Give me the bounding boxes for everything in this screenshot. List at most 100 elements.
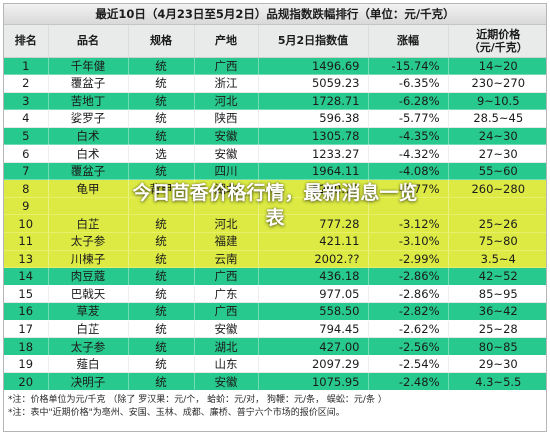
- cell-spec: 统: [128, 57, 195, 76]
- cell-recent-price: 75~80: [448, 232, 546, 251]
- cell-spec: 统: [128, 285, 195, 304]
- cell-rank: 19: [4, 355, 49, 374]
- cell-index-value: 558.50: [258, 302, 369, 321]
- table-row: 8 龟甲 背甲 湖北 5200.72 -3.77% 260~280: [4, 179, 546, 198]
- cell-recent-price: 42~52: [448, 267, 546, 286]
- cell-origin: 湖北: [194, 337, 259, 356]
- cell-index-value: 596.38: [258, 109, 369, 128]
- cell-change: -2.54%: [368, 355, 449, 374]
- cell-rank: 5: [4, 127, 49, 146]
- table-row: 3 苦地丁统河北 1728.71 -6.28% 9~10.5: [4, 92, 546, 111]
- cell-name: 肉豆蔻: [48, 267, 129, 286]
- cell-name: 苦地丁: [48, 92, 129, 111]
- cell-index-value: 1728.71: [258, 92, 369, 111]
- cell-name: 薤白: [48, 355, 129, 374]
- cell-recent-price: 25~26: [448, 214, 546, 233]
- cell-name: 决明子: [48, 372, 129, 391]
- cell-rank: 20: [4, 372, 49, 391]
- table-row: 4 娑罗子统陕西 596.38 -5.77% 28.5~45: [4, 109, 546, 128]
- table-title: 最近10日（4月23日至5月2日）品规指数跌幅排行（单位：元/千克）: [4, 4, 546, 25]
- cell-recent-price: 55~60: [448, 162, 546, 181]
- cell-change: -15.74%: [368, 57, 449, 76]
- cell-name: 白芷: [48, 320, 129, 339]
- header-name: 品名: [48, 25, 129, 58]
- cell-spec: 统: [128, 320, 195, 339]
- header-rank: 排名: [4, 25, 49, 58]
- cell-change: -4.35%: [368, 127, 449, 146]
- cell-change: -2.86%: [368, 267, 449, 286]
- table-notes: *注：价格单位为元/千克 （除了 罗汉果：元/个， 蛤蚧：元/对， 狗鞭：元/条…: [4, 391, 546, 420]
- cell-spec: 统: [128, 337, 195, 356]
- cell-recent-price: 260~280: [448, 179, 546, 198]
- cell-change: -6.35%: [368, 74, 449, 93]
- cell-rank: 6: [4, 144, 49, 163]
- cell-origin: 河北: [194, 92, 259, 111]
- cell-recent-price: 3.5~4: [448, 250, 546, 269]
- cell-origin: 河北: [194, 214, 259, 233]
- cell-rank: 17: [4, 320, 49, 339]
- headline-text: 今日茴香价格行情，最新消息一览: [132, 182, 418, 204]
- cell-origin: 陕西: [194, 109, 259, 128]
- cell-spec: 统: [128, 302, 195, 321]
- cell-spec: 统: [128, 214, 195, 233]
- cell-recent-price: 24~30: [448, 127, 546, 146]
- cell-index-value: 1233.27: [258, 144, 369, 163]
- cell-rank: 4: [4, 109, 49, 128]
- cell-name: 千年健: [48, 57, 129, 76]
- cell-rank: 9: [4, 197, 49, 216]
- cell-index-value: 5059.23: [258, 74, 369, 93]
- note-line: *注：表中"近期价格"为亳州、安国、玉林、成都、廉桥、普宁六个市场的报价区间。: [8, 407, 345, 418]
- cell-change: -4.08%: [368, 162, 449, 181]
- cell-recent-price: 9~10.5: [448, 92, 546, 111]
- cell-index-value: 1305.78: [258, 127, 369, 146]
- cell-change: -3.77%: [368, 179, 449, 198]
- cell-origin: 福建: [194, 232, 259, 251]
- cell-recent-price: 80~85: [448, 337, 546, 356]
- ranking-table-image: 最近10日（4月23日至5月2日）品规指数跌幅排行（单位：元/千克） 排名 品名…: [3, 3, 547, 432]
- cell-rank: 3: [4, 92, 49, 111]
- header-change: 涨幅: [368, 25, 449, 58]
- cell-spec: 统: [128, 92, 195, 111]
- cell-spec: [128, 197, 195, 216]
- header-origin: 产地: [194, 25, 259, 58]
- headline-overlay: 今日茴香价格行情，最新消息一览 表: [40, 181, 510, 231]
- cell-origin: 安徽: [194, 144, 259, 163]
- cell-change: -2.62%: [368, 320, 449, 339]
- cell-index-value: 2002.??: [258, 250, 369, 269]
- table-row: 19 薤白统山东 2097.29 -2.54% 29~30: [4, 355, 546, 374]
- cell-origin: 湖北: [194, 179, 259, 198]
- table-row: 13 川楝子统云南 2002.?? -2.99% 3.5~4: [4, 250, 546, 269]
- cell-spec: 统: [128, 232, 195, 251]
- cell-name: 娑罗子: [48, 109, 129, 128]
- cell-origin: 云南: [194, 250, 259, 269]
- cell-spec: 统: [128, 162, 195, 181]
- cell-change: -2.56%: [368, 337, 449, 356]
- cell-index-value: 5200.72: [258, 179, 369, 198]
- cell-recent-price: 27~30: [448, 144, 546, 163]
- table-row: 14 肉豆蔻统广西 436.18 -2.86% 42~52: [4, 267, 546, 286]
- table-row: 2 覆盆子统浙江 5059.23 -6.35% 230~270: [4, 74, 546, 93]
- cell-name: 覆盆子: [48, 162, 129, 181]
- cell-spec: 统: [128, 267, 195, 286]
- cell-name: 龟甲: [48, 179, 129, 198]
- cell-change: -6.28%: [368, 92, 449, 111]
- cell-spec: 统: [128, 250, 195, 269]
- cell-spec: 统: [128, 74, 195, 93]
- cell-name: 太子参: [48, 232, 129, 251]
- table-header-row: 排名 品名 规格 产地 5月2日指数值 涨幅 近期价格 （元/千克）: [4, 25, 546, 58]
- cell-change: [368, 197, 449, 216]
- cell-index-value: [258, 197, 369, 216]
- header-index-value: 5月2日指数值: [258, 25, 369, 58]
- cell-recent-price: 85~95: [448, 285, 546, 304]
- cell-origin: 浙江: [194, 74, 259, 93]
- table-row: 20 决明子统安徽 1075.95 -2.48% 4.3~5.5: [4, 372, 546, 391]
- cell-name: 草茇: [48, 302, 129, 321]
- cell-rank: 11: [4, 232, 49, 251]
- cell-origin: 广西: [194, 302, 259, 321]
- cell-index-value: 1964.11: [258, 162, 369, 181]
- cell-name: 白术: [48, 127, 129, 146]
- cell-spec: 背甲: [128, 179, 195, 198]
- table-row: 17 白芷统安徽 794.45 -2.62% 25~28: [4, 320, 546, 339]
- cell-index-value: 977.05: [258, 285, 369, 304]
- table-row: 18 太子参统湖北 427.00 -2.56% 80~85: [4, 337, 546, 356]
